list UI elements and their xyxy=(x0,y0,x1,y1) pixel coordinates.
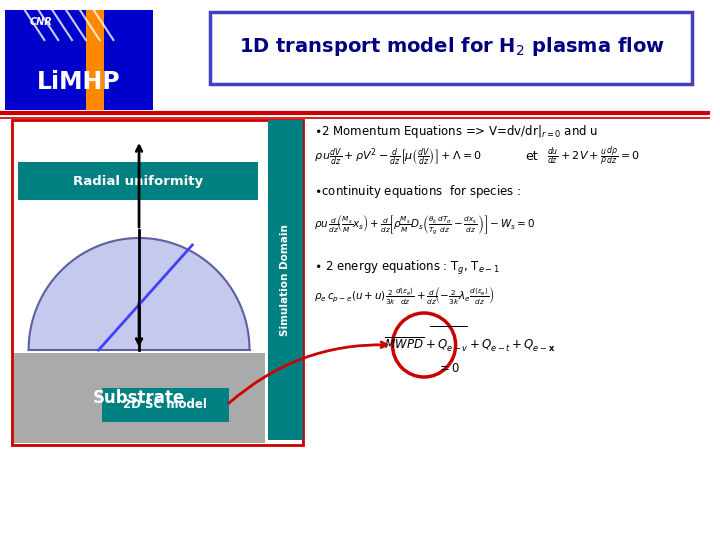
Text: $= 0$: $= 0$ xyxy=(437,361,460,375)
Text: Simulation Domain: Simulation Domain xyxy=(280,224,290,336)
Text: $-\overline{MWPD}+Q_{e-v}+Q_{e-t}+Q_{e-\mathbf{x}}$: $-\overline{MWPD}+Q_{e-v}+Q_{e-t}+Q_{e-\… xyxy=(374,336,555,354)
Text: et: et xyxy=(526,151,539,164)
Text: $\rho u\,\frac{d}{dz}\!\left(\frac{M_s}{M}x_s\right)+\frac{d}{dz}\!\left[\rho\fr: $\rho u\,\frac{d}{dz}\!\left(\frac{M_s}{… xyxy=(314,213,535,237)
Text: $\rho\, u\frac{dV}{dz}+\rho V^2-\frac{d}{dz}\left[\mu\left(\frac{dV}{dz}\right)\: $\rho\, u\frac{dV}{dz}+\rho V^2-\frac{d}… xyxy=(314,146,482,167)
Text: Radial uniformity: Radial uniformity xyxy=(73,174,203,187)
Text: $\frac{du}{dz}+2V+\frac{u}{\rho}\frac{d\rho}{dz}=0$: $\frac{du}{dz}+2V+\frac{u}{\rho}\frac{d\… xyxy=(547,145,640,169)
Text: 2D SC model: 2D SC model xyxy=(122,399,207,411)
FancyBboxPatch shape xyxy=(18,162,258,200)
FancyBboxPatch shape xyxy=(269,120,302,440)
Text: 1D transport model for H$_2$ plasma flow: 1D transport model for H$_2$ plasma flow xyxy=(239,36,665,58)
FancyBboxPatch shape xyxy=(102,388,229,422)
FancyBboxPatch shape xyxy=(5,10,153,110)
Text: $\bullet$2 Momentum Equations => V=dv/dr|$_{r=0}$ and u: $\bullet$2 Momentum Equations => V=dv/dr… xyxy=(314,124,598,140)
Text: $\overline{\quad\quad\quad}$: $\overline{\quad\quad\quad}$ xyxy=(429,319,468,332)
Text: Substrate: Substrate xyxy=(93,389,185,407)
Text: $\bullet$continuity equations  for species :: $\bullet$continuity equations for specie… xyxy=(314,184,521,200)
FancyBboxPatch shape xyxy=(14,353,265,443)
Text: CNR: CNR xyxy=(30,17,53,27)
Polygon shape xyxy=(29,238,250,350)
FancyBboxPatch shape xyxy=(86,10,104,110)
FancyBboxPatch shape xyxy=(210,12,693,84)
Text: $\bullet$ 2 energy equations : T$_g$, T$_{e-1}$: $\bullet$ 2 energy equations : T$_g$, T$… xyxy=(314,259,500,277)
Text: LiMHP: LiMHP xyxy=(37,70,121,94)
Text: $\rho_e\,c_{p-e}(u+u)\frac{2}{3k}\frac{d\langle\varepsilon_e\rangle}{dz}+\frac{d: $\rho_e\,c_{p-e}(u+u)\frac{2}{3k}\frac{d… xyxy=(314,284,494,306)
